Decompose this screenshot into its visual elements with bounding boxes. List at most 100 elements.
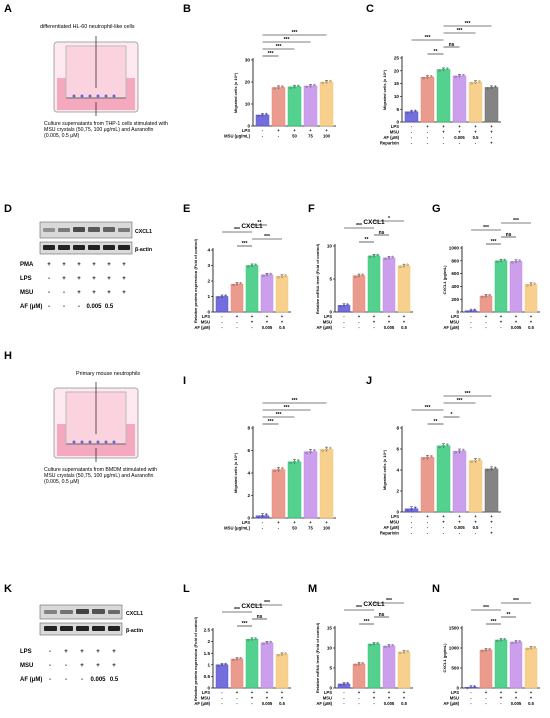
data-point	[297, 459, 300, 462]
data-point	[526, 647, 529, 651]
treatment-mark: +	[373, 690, 376, 695]
treatment-row-label: AF (μM)	[20, 304, 42, 310]
significance-label: ***	[264, 234, 270, 240]
treatment-mark: +	[500, 690, 503, 695]
significance-label: ***	[234, 227, 240, 233]
data-point	[254, 263, 257, 266]
data-point	[470, 460, 473, 463]
data-point	[265, 513, 268, 516]
treatment-mark: 100	[323, 526, 331, 531]
bar	[436, 69, 451, 123]
significance-label: ***	[513, 598, 519, 604]
panel-letter-m: M	[308, 583, 318, 595]
data-point	[399, 651, 402, 655]
data-point	[372, 642, 376, 646]
significance-label: **	[365, 237, 369, 243]
treatment-mark: +	[92, 290, 96, 296]
treatment-mark: -	[411, 520, 413, 525]
treatment-mark: -	[427, 135, 429, 140]
data-point	[533, 282, 536, 285]
data-point	[511, 641, 514, 645]
treatment-mark: 0.5	[401, 325, 407, 330]
treatment-mark: -	[373, 701, 375, 706]
y-tick-label: 0	[329, 686, 332, 691]
significance-label: ***	[425, 35, 431, 41]
data-point	[342, 304, 346, 307]
treatment-mark: +	[122, 290, 126, 296]
treatment-row-label: MSU	[323, 696, 332, 701]
treatment-mark: -	[475, 141, 477, 146]
bar	[271, 87, 286, 127]
treatment-mark: 0.005	[511, 325, 522, 330]
bar	[509, 641, 523, 689]
data-point	[262, 274, 265, 277]
data-point	[478, 80, 481, 83]
y-tick-label: 5	[329, 277, 332, 282]
data-point	[526, 284, 529, 287]
panel-letter-k: K	[4, 583, 12, 595]
panel-d-treatment-table: PMA + + + + + +LPS - + + + + +MSU - - + + + +AF (μM) - - -0.0…	[20, 262, 126, 310]
data-point	[309, 450, 312, 453]
data-point	[354, 663, 357, 667]
treatment-mark: +	[277, 520, 280, 525]
y-tick-label: 4	[247, 471, 250, 476]
treatment-mark: -	[343, 701, 345, 706]
treatment-mark: +	[358, 690, 361, 695]
data-point	[462, 73, 465, 77]
treatment-mark: -	[443, 531, 445, 536]
bar	[352, 663, 366, 689]
significance-label: ***	[268, 51, 274, 57]
treatment-row-label: Reparixin	[380, 531, 400, 536]
bar	[287, 86, 302, 127]
treatment-mark: +	[530, 320, 533, 325]
bar	[484, 468, 499, 513]
treatment-mark: 75	[308, 134, 313, 139]
treatment-mark: -	[262, 134, 264, 139]
treatment-mark: 0.005	[454, 525, 465, 530]
treatment-mark: -	[411, 531, 413, 536]
significance-label: ns	[257, 614, 263, 620]
y-tick-label: 500	[451, 666, 459, 671]
treatment-mark: +	[281, 696, 284, 701]
treatment-mark: +	[474, 514, 477, 519]
treatment-mark: 0.5	[279, 325, 285, 330]
bar	[245, 639, 259, 689]
y-tick-label: 1000	[449, 246, 460, 251]
significance-label: ns	[379, 230, 385, 236]
bar	[260, 642, 274, 689]
treatment-row-label: AF (μM)	[316, 325, 332, 330]
y-tick-label: 6	[247, 448, 250, 453]
treatment-mark: 0.005	[384, 325, 395, 330]
significance-label: ***	[356, 605, 362, 611]
chart-title: CXCL1	[363, 219, 385, 226]
panel-h-caption: Culture supernatants from BMDM stimulate…	[44, 467, 158, 486]
bar	[382, 257, 396, 313]
data-point	[346, 681, 349, 685]
data-point	[277, 276, 280, 279]
treatment-mark: 0.5	[401, 701, 407, 706]
y-axis-label: Migrated cells (x 10⁴)	[382, 69, 387, 110]
data-point	[273, 87, 276, 90]
treatment-mark: +	[266, 690, 269, 695]
y-tick-label: 0	[456, 310, 459, 315]
treatment-row-label: Reparixin	[380, 141, 400, 146]
treatment-mark: -	[485, 320, 487, 325]
bar	[397, 265, 411, 313]
data-point	[265, 641, 269, 644]
data-point	[503, 637, 506, 641]
y-tick-label: 6	[396, 447, 399, 452]
treatment-mark: +	[515, 696, 518, 701]
treatment-mark: -	[343, 320, 345, 325]
data-point	[484, 294, 488, 298]
treatment-mark: -	[236, 320, 238, 325]
treatment-mark: -	[343, 696, 345, 701]
panel-letter-j: J	[366, 375, 373, 387]
treatment-mark: +	[485, 690, 488, 695]
treatment-mark: -	[475, 531, 477, 536]
panel-letter-h: H	[4, 350, 12, 362]
treatment-mark: +	[92, 262, 96, 268]
treatment-mark: +	[474, 124, 477, 129]
blot-label-cxcl1: CXCL1	[126, 611, 143, 617]
treatment-mark: -	[427, 130, 429, 135]
blot-cxcl1-bands	[43, 227, 130, 232]
